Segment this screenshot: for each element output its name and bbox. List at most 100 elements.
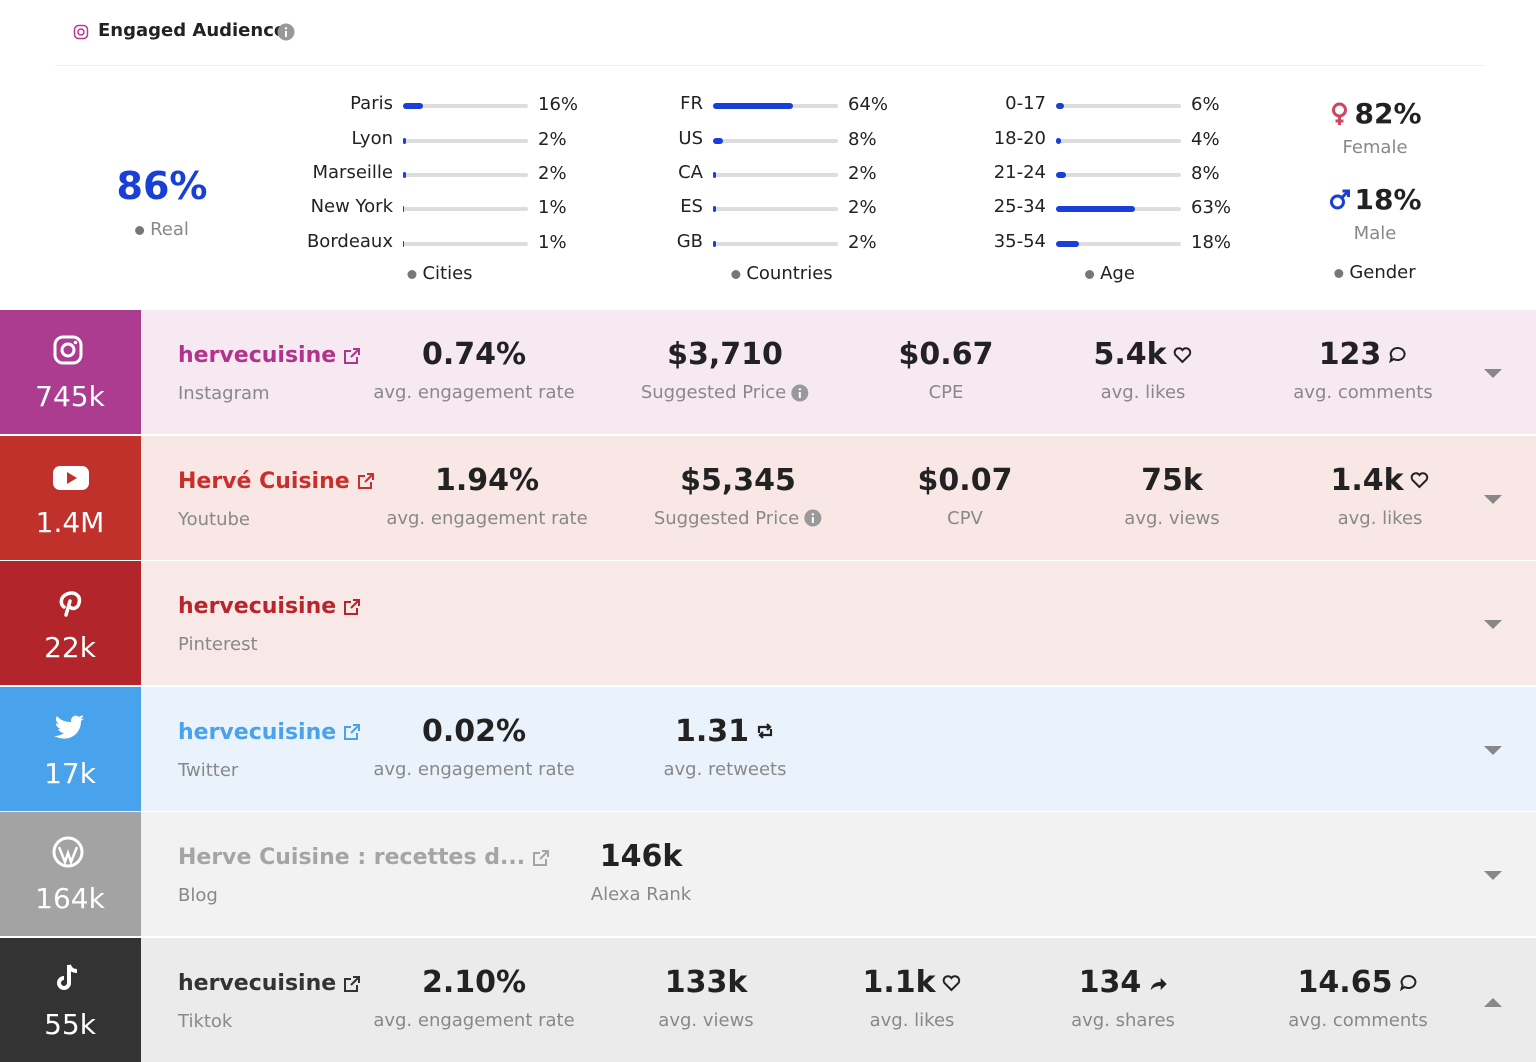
bar	[1056, 241, 1079, 247]
collapse-toggle[interactable]	[1483, 996, 1503, 1008]
name: Hervé Cuisine	[178, 468, 350, 494]
label: avg. comments	[1293, 382, 1433, 403]
external-link-icon	[533, 849, 550, 866]
expand-toggle[interactable]	[1483, 368, 1503, 380]
metric-label: CPE	[929, 382, 964, 403]
female-icon	[1331, 102, 1347, 125]
label: CPE	[928, 382, 964, 403]
metric-label: avg. views	[658, 1010, 753, 1031]
row-value: 63%	[1191, 197, 1232, 218]
metric-label: avg. engagement rate	[386, 508, 587, 529]
platform-row[interactable]: 1.4M Hervé Cuisine Youtube 1.94% avg. engage…	[0, 435, 1536, 560]
name: hervecuisine	[178, 719, 337, 745]
platform-name: Pinterest	[178, 634, 258, 656]
account-name[interactable]: hervecuisine	[178, 720, 362, 745]
name: hervecuisine	[178, 971, 337, 996]
expand-toggle[interactable]	[1483, 494, 1503, 506]
metric-value: 5.4k	[1093, 337, 1192, 372]
row-value: 6%	[1191, 94, 1220, 115]
platform-icon	[59, 591, 82, 617]
dot	[135, 225, 145, 235]
value: $5,345	[680, 462, 796, 498]
expand-toggle[interactable]	[1483, 619, 1503, 631]
account-name[interactable]: hervecuisine	[178, 343, 362, 368]
metric-label: avg. shares	[1071, 1010, 1175, 1031]
metric-label: CPV	[947, 508, 983, 529]
label: avg. retweets	[663, 758, 787, 780]
platform-icon	[53, 335, 83, 365]
external-link-icon	[344, 975, 361, 992]
row-label: Lyon	[351, 128, 393, 149]
label: Real	[150, 219, 189, 240]
platform-tile	[0, 686, 141, 811]
metric-label: avg. comments	[1288, 1010, 1427, 1031]
label: avg. likes	[1337, 507, 1423, 529]
bar	[403, 172, 406, 178]
value: 0.02%	[421, 713, 527, 749]
metric-icon	[1150, 977, 1167, 990]
platform-tile	[0, 435, 141, 560]
row-label: FR	[680, 93, 703, 114]
column-title: Countries	[731, 263, 833, 284]
followers: 22k	[44, 631, 96, 665]
female-value: 82%	[1328, 97, 1422, 130]
platform-icon	[54, 714, 85, 739]
bar-track	[1056, 242, 1181, 246]
row-value: 1%	[538, 197, 567, 218]
bar-track	[713, 139, 838, 143]
metric-icon	[942, 974, 961, 991]
metric-label: avg. engagement rate	[373, 759, 574, 780]
value: $0.67	[898, 337, 994, 372]
metric-value: 0.02%	[422, 714, 526, 749]
metric-value: 134	[1079, 965, 1168, 1000]
bar-track	[403, 242, 528, 246]
label: avg. engagement rate	[373, 758, 575, 780]
account-name[interactable]: Hervé Cuisine	[178, 469, 376, 494]
metric-icon	[1173, 346, 1192, 363]
bar	[403, 138, 406, 144]
value: 0.74%	[421, 337, 527, 372]
platform-row[interactable]: 17k hervecuisine Twitter 0.02% avg. engageme…	[0, 686, 1536, 811]
row-label: CA	[678, 162, 703, 183]
value: 1.94%	[434, 462, 540, 498]
account-name[interactable]: hervecuisine	[178, 971, 362, 996]
column-title: Gender	[1334, 262, 1416, 283]
column-title: Age	[1085, 263, 1135, 284]
metric-value: 2.10%	[422, 965, 526, 1000]
metric-value: $0.67	[899, 337, 994, 372]
metric-value: 14.65	[1298, 965, 1419, 1000]
metric-value: 1.94%	[435, 463, 539, 498]
metric-icon	[1399, 974, 1417, 991]
bar-track	[403, 173, 528, 177]
dot	[1334, 268, 1344, 278]
bar	[713, 206, 716, 212]
platform-row[interactable]: 22k hervecuisine Pinterest	[0, 561, 1536, 686]
expand-toggle[interactable]	[1483, 870, 1503, 882]
label: avg. views	[1124, 507, 1220, 529]
account-name[interactable]: Herve Cuisine : recettes d...	[178, 845, 551, 870]
platform-row[interactable]: 55k hervecuisine Tiktok 2.10% avg. engagemen…	[0, 938, 1536, 1062]
dot	[731, 269, 741, 279]
metric-value: 123	[1319, 337, 1408, 372]
row-label: US	[678, 128, 703, 149]
expand-toggle[interactable]	[1483, 745, 1503, 757]
row-label: GB	[676, 231, 703, 252]
info-icon[interactable]	[277, 23, 295, 41]
row-label: ES	[680, 196, 703, 217]
bar	[1056, 103, 1064, 109]
row-value: 64%	[848, 94, 889, 115]
followers: 1.4M	[35, 505, 105, 539]
bar	[713, 138, 723, 144]
platform-row[interactable]: 745k hervecuisine Instagram 0.74% avg. engag…	[0, 310, 1536, 434]
platform-icon	[52, 836, 84, 868]
account-name[interactable]: hervecuisine	[178, 594, 362, 619]
bar-track	[403, 207, 528, 211]
platform-row[interactable]: 164k Herve Cuisine : recettes d... Blog 146…	[0, 812, 1536, 937]
title: Countries	[746, 263, 833, 284]
platform-name: Instagram	[178, 383, 270, 404]
bar-track	[403, 104, 528, 108]
metric-label: avg. comments	[1293, 382, 1432, 403]
platform-name: Youtube	[178, 508, 250, 530]
row-value: 8%	[848, 129, 877, 150]
section-title: Engaged Audience	[98, 20, 287, 41]
